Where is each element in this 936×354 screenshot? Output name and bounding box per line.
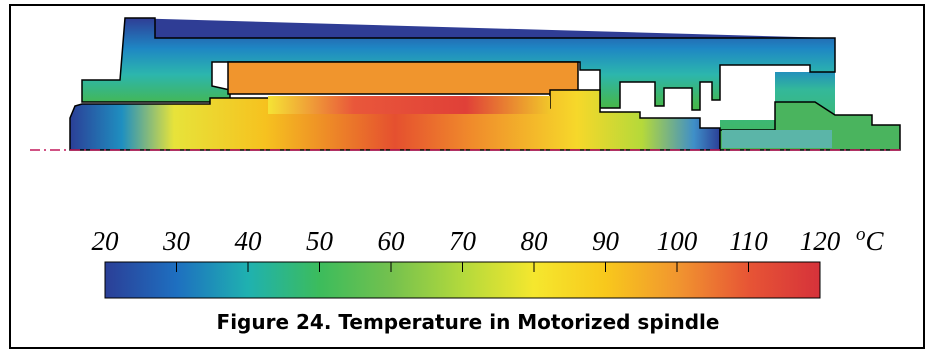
colorbar-tick-label: 70 (449, 226, 477, 256)
colorbar-tick-label: 60 (378, 226, 406, 256)
stator (227, 61, 579, 95)
colorbar-tick-label: 110 (729, 226, 768, 256)
colorbar-tick-label: 50 (306, 226, 334, 256)
figure-frame (9, 4, 925, 349)
spindle-shaft (69, 89, 721, 151)
colorbar-tick-label: 120 (800, 226, 841, 256)
colorbar (104, 261, 821, 299)
colorbar-tick-label: 20 (92, 226, 120, 256)
colorbar-tick-label: 80 (521, 226, 549, 256)
figure-caption: Figure 24. Temperature in Motorized spin… (216, 310, 720, 334)
colorbar-tick-label: 40 (235, 226, 263, 256)
bearing-inner (722, 130, 832, 148)
rotor (268, 96, 550, 114)
colorbar-unit: oC (856, 224, 885, 256)
colorbar-tick-label: 90 (592, 226, 620, 256)
colorbar-tick-labels: 20 30 40 50 60 70 80 90 100 110 120 (92, 226, 841, 256)
colorbar-tick-label: 100 (657, 226, 698, 256)
colorbar-tick-label: 30 (162, 226, 191, 256)
colorbar-ticks (176, 262, 749, 272)
